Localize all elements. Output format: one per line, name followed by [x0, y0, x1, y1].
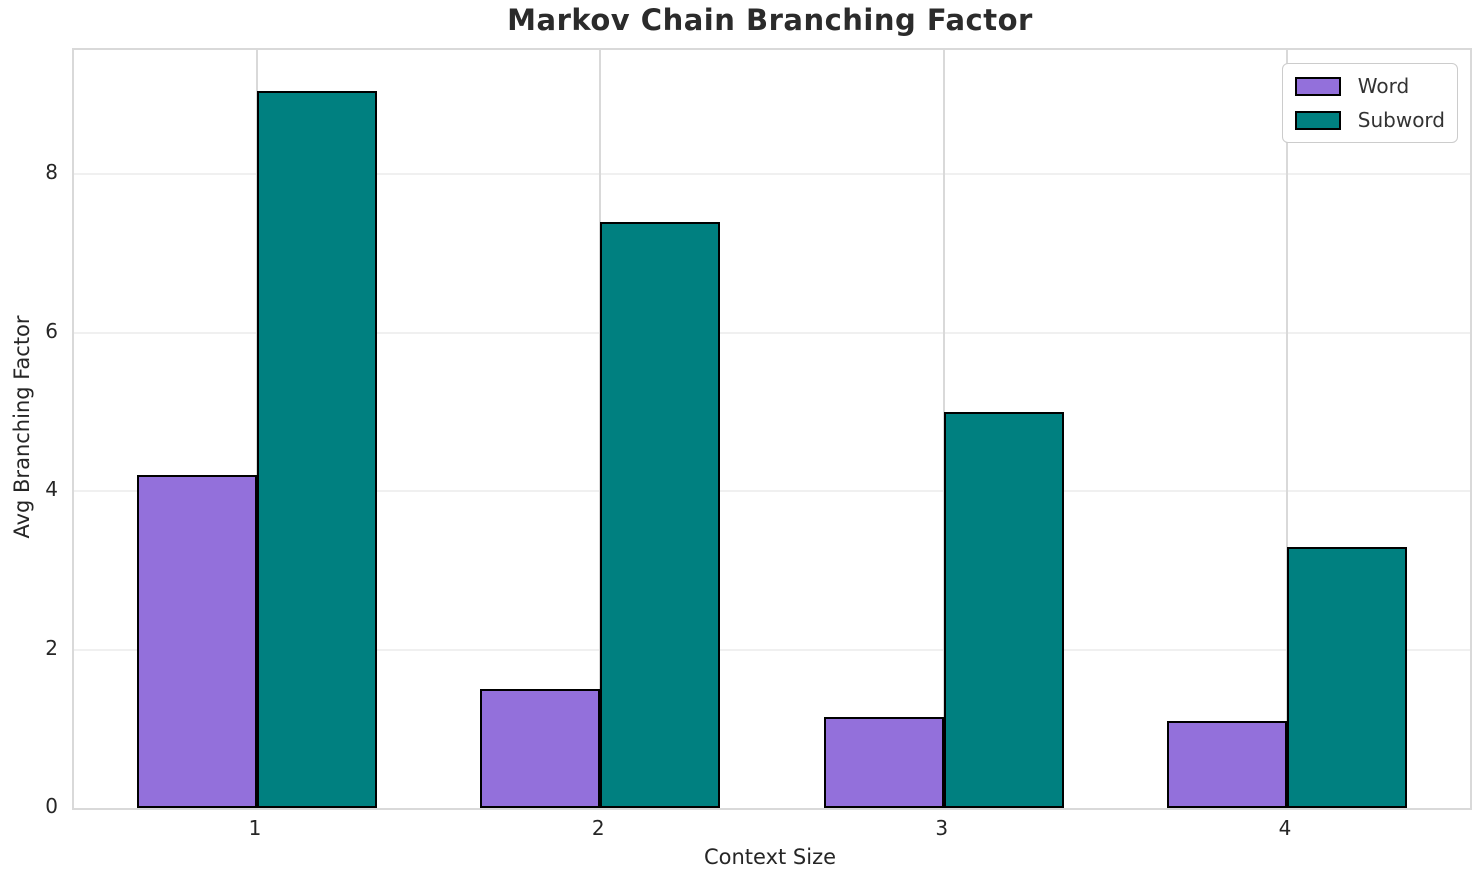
y-axis-label: Avg Branching Factor: [10, 315, 34, 539]
y-tick-label-8: 8: [45, 160, 58, 185]
y-tick-label-2: 2: [45, 635, 58, 660]
plot-area: [72, 48, 1472, 810]
legend-label-word: Word: [1357, 74, 1410, 98]
bar-word-2: [480, 689, 601, 808]
legend-swatch-subword-icon: [1294, 110, 1341, 130]
bar-word-3: [823, 716, 944, 808]
x-axis-label: Context Size: [703, 845, 837, 869]
bar-word-1: [137, 475, 257, 808]
gridline-y-6: [74, 331, 1470, 334]
y-tick-label-4: 4: [45, 477, 58, 502]
legend-item-subword: Subword: [1294, 107, 1445, 133]
gridline-x-4: [1286, 50, 1288, 808]
x-tick-label-1: 1: [248, 816, 262, 840]
x-tick-label-4: 4: [1278, 816, 1292, 840]
legend-label-subword: Subword: [1357, 108, 1445, 132]
legend-swatch-word-icon: [1294, 76, 1341, 96]
gridline-y-4: [74, 490, 1470, 493]
gridline-y-2: [74, 648, 1470, 651]
y-tick-label-0: 0: [45, 794, 58, 818]
x-tick-label-3: 3: [935, 816, 949, 840]
gridline-y-8: [74, 173, 1470, 176]
bar-subword-2: [600, 221, 721, 808]
bar-word-4: [1167, 720, 1287, 808]
x-tick-label-2: 2: [591, 816, 605, 840]
bar-subword-3: [943, 411, 1064, 808]
legend: Word Subword: [1281, 63, 1458, 143]
bar-subword-1: [257, 91, 377, 808]
y-tick-label-6: 6: [45, 318, 58, 343]
chart-title: Markov Chain Branching Factor: [507, 3, 1033, 37]
legend-item-word: Word: [1294, 73, 1445, 99]
bar-subword-4: [1287, 546, 1407, 808]
